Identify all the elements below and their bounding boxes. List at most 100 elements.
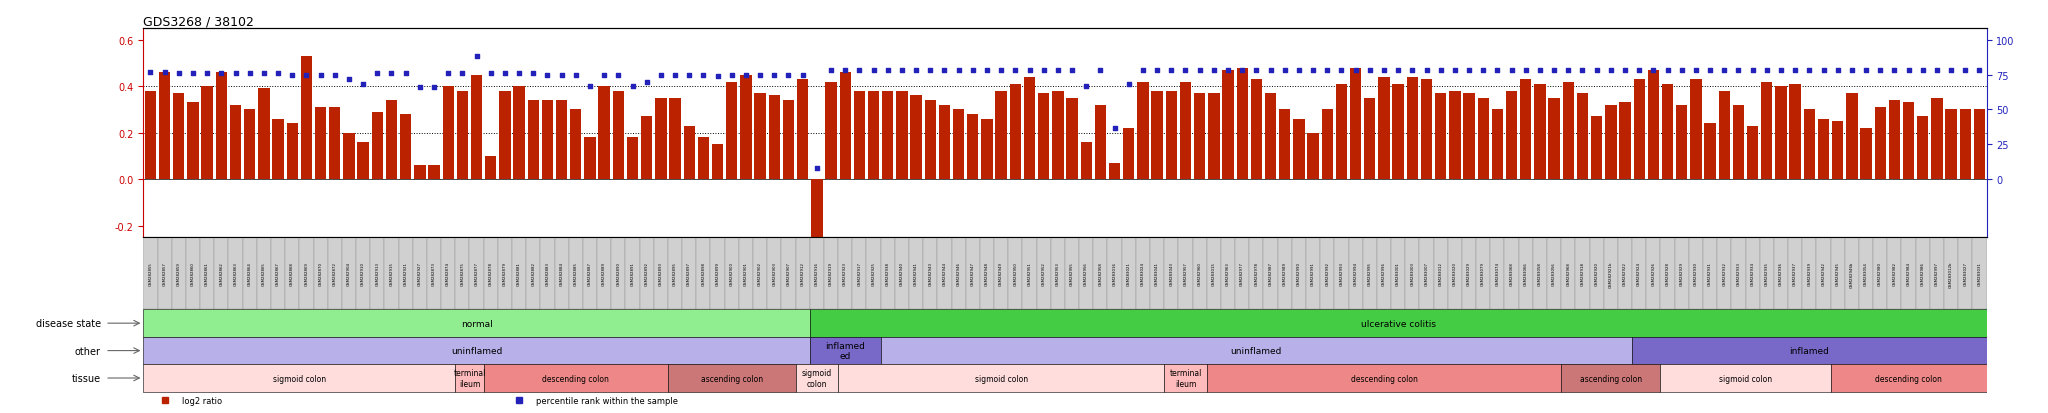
Bar — [569, 110, 582, 180]
Bar — [1647, 238, 1661, 310]
Bar — [215, 238, 229, 310]
Bar — [1081, 142, 1092, 180]
Point — [162, 71, 195, 77]
Bar — [1759, 238, 1774, 310]
Bar — [1151, 92, 1163, 180]
Text: GSM282929: GSM282929 — [1679, 262, 1683, 286]
Point — [1864, 68, 1896, 74]
Text: GSM283074: GSM283074 — [1495, 262, 1499, 286]
Point — [559, 72, 592, 78]
Bar — [938, 106, 950, 180]
Bar — [1520, 80, 1532, 180]
Bar — [1690, 80, 1702, 180]
Bar — [1561, 238, 1575, 310]
Point — [1239, 68, 1272, 74]
Point — [1481, 68, 1513, 74]
Point — [1042, 68, 1075, 74]
Point — [1622, 68, 1655, 74]
Text: sigmoid
colon: sigmoid colon — [801, 368, 831, 388]
Bar — [1221, 238, 1235, 310]
Bar — [1618, 238, 1632, 310]
Bar — [1632, 337, 1987, 364]
Bar — [670, 99, 680, 180]
Point — [1083, 68, 1116, 74]
Bar — [641, 117, 653, 180]
Point — [743, 72, 776, 78]
Bar — [739, 238, 754, 310]
Bar — [866, 238, 881, 310]
Text: GSM282879: GSM282879 — [504, 262, 508, 286]
Bar — [1817, 238, 1831, 310]
Text: GSM282901: GSM282901 — [743, 262, 748, 286]
Bar — [1378, 78, 1391, 180]
Text: GSM282963: GSM282963 — [1227, 262, 1231, 286]
Point — [446, 71, 479, 77]
Point — [1112, 82, 1145, 88]
Text: GSM283058: GSM283058 — [1538, 262, 1542, 286]
Text: GSM282882: GSM282882 — [530, 262, 535, 286]
Text: GSM282883: GSM282883 — [545, 262, 549, 286]
Point — [1198, 68, 1231, 74]
Bar — [1563, 82, 1575, 180]
Bar — [514, 87, 524, 180]
Bar — [1860, 238, 1874, 310]
Bar — [229, 238, 242, 310]
Point — [1921, 68, 1954, 74]
Bar — [371, 238, 385, 310]
Point — [219, 71, 252, 77]
Bar — [797, 80, 809, 180]
Bar — [145, 92, 156, 180]
Text: GSM282903: GSM282903 — [772, 262, 776, 286]
Bar — [682, 238, 696, 310]
Bar — [483, 364, 668, 392]
Bar — [881, 238, 895, 310]
Text: GSM283041: GSM283041 — [1155, 262, 1159, 286]
Bar — [1065, 238, 1079, 310]
Bar — [739, 75, 752, 180]
Point — [1821, 68, 1853, 74]
Text: GSM282920: GSM282920 — [1595, 262, 1599, 286]
Bar — [1223, 71, 1233, 180]
Bar — [840, 73, 850, 180]
Bar — [627, 138, 639, 180]
Point — [461, 54, 494, 61]
Bar — [1561, 364, 1661, 392]
Bar — [399, 115, 412, 180]
Point — [389, 71, 422, 77]
Bar — [1251, 80, 1262, 180]
Bar — [1376, 238, 1391, 310]
Text: GSM282994: GSM282994 — [1354, 262, 1358, 286]
Text: GSM282980: GSM282980 — [1878, 262, 1882, 286]
Point — [305, 72, 338, 78]
Text: GSM282890: GSM282890 — [616, 262, 621, 286]
Point — [885, 68, 918, 74]
Bar — [543, 101, 553, 180]
Bar — [1491, 238, 1505, 310]
Bar — [1235, 238, 1249, 310]
Text: GSM282943: GSM282943 — [928, 262, 932, 286]
Bar — [1634, 80, 1645, 180]
Bar — [639, 238, 653, 310]
Bar — [809, 337, 881, 364]
Point — [276, 72, 309, 78]
Bar — [356, 238, 371, 310]
Bar — [1845, 94, 1858, 180]
Text: GSM282941: GSM282941 — [913, 262, 918, 286]
Bar — [1137, 238, 1151, 310]
Point — [913, 68, 946, 74]
Bar — [358, 142, 369, 180]
Text: GSM282867: GSM282867 — [276, 262, 281, 286]
Bar — [1661, 85, 1673, 180]
Bar — [258, 89, 270, 180]
Point — [1069, 83, 1102, 90]
Point — [715, 72, 748, 78]
Bar — [1888, 238, 1901, 310]
Bar — [768, 96, 780, 180]
Text: GSM282893: GSM282893 — [659, 262, 664, 286]
Bar — [1819, 119, 1829, 180]
Text: GSM282921: GSM282921 — [403, 262, 408, 286]
Text: GSM283016: GSM283016 — [1112, 262, 1116, 286]
Bar — [1675, 106, 1688, 180]
Text: GSM283068: GSM283068 — [1509, 262, 1513, 286]
Text: GSM282944: GSM282944 — [942, 262, 946, 286]
